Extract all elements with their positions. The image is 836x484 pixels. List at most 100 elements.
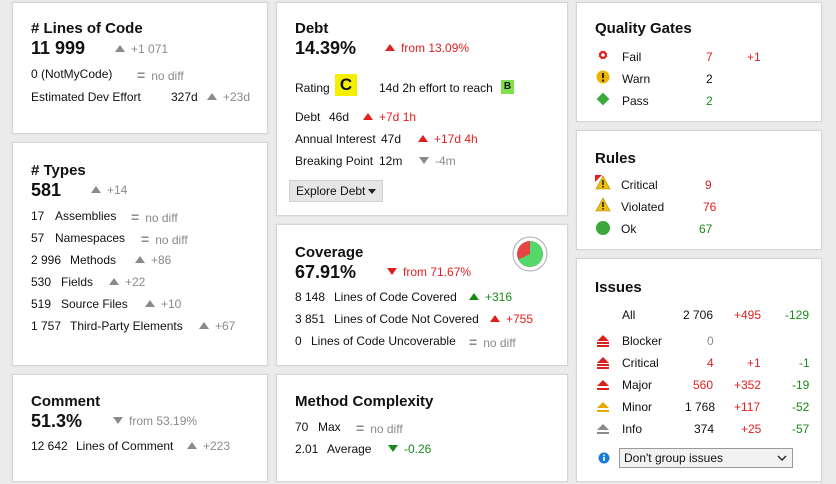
types-title: # Types (31, 162, 86, 179)
comment-lines-num: 12 642 (31, 439, 68, 453)
rules-row-label: Ok (621, 222, 637, 236)
types-row-label: Namespaces (55, 231, 126, 245)
quality-gate-count: 2 (706, 94, 713, 108)
complexity-card: Method Complexity 70 Max no diff 2.01 Av… (276, 374, 568, 482)
issues-row-count: 1 768 (685, 400, 716, 414)
debt-title: Debt (295, 20, 329, 37)
complexity-title: Method Complexity (295, 393, 434, 410)
issues-card: Issues All 2 706 +495 -129 Blocker 0 Cri… (576, 258, 822, 482)
issues-row-count: 374 (694, 422, 715, 436)
coverage-row-delta: +755 (490, 312, 533, 326)
rules-title: Rules (595, 150, 636, 167)
critical-warning-icon (595, 175, 611, 190)
explore-debt-label: Explore Debt (296, 184, 366, 198)
debt-debt-label: Debt (295, 110, 321, 124)
rules-row-label: Violated (621, 200, 665, 214)
coverage-row-label: Lines of Code Not Covered (334, 312, 479, 326)
fail-icon (596, 48, 610, 62)
explore-debt-button[interactable]: Explore Debt (289, 180, 383, 202)
quality-gates-card: Quality Gates Fail 7 +1 Warn 2 Pass 2 (576, 2, 822, 122)
coverage-value: 67.91% (295, 262, 357, 282)
loc-value: 11 999 (31, 38, 86, 58)
loc-notmycode-label: 0 (NotMyCode) (31, 67, 113, 81)
quality-gate-delta: +1 (747, 50, 761, 64)
complexity-max-num: 70 (295, 420, 309, 434)
complexity-max-delta: no diff (356, 420, 402, 436)
comment-lines-label: Lines of Comment (76, 439, 174, 453)
loc-delta: +1 071 (115, 42, 168, 56)
issues-row-label: Major (622, 378, 653, 392)
quality-gate-label: Warn (622, 72, 651, 86)
types-card: # Types 581 +14 17 Assemblies no diff 57… (12, 142, 268, 366)
debt-interest-value: 47d (381, 132, 402, 146)
issues-row-minus: -1 (799, 356, 810, 370)
debt-breaking-label: Breaking Point (295, 154, 374, 168)
debt-breaking-value: 12m (379, 154, 403, 168)
types-row-delta: +10 (145, 297, 181, 311)
types-row-label: Third-Party Elements (70, 319, 183, 333)
issues-row-count: 2 706 (683, 308, 714, 322)
loc-notmycode-delta: no diff (137, 67, 183, 83)
issues-row-label: Blocker (622, 334, 663, 348)
complexity-max-label: Max (318, 420, 341, 434)
issues-row-count: 4 (707, 356, 714, 370)
quality-gate-count: 7 (706, 50, 713, 64)
coverage-delta: from 71.67% (387, 265, 471, 279)
critical-icon (597, 357, 609, 369)
rules-row-label: Critical (621, 178, 658, 192)
loc-effort-value: 327d (171, 90, 198, 104)
debt-target-rating-badge: B (501, 80, 514, 94)
types-row-num: 1 757 (31, 319, 62, 333)
group-issues-select[interactable]: Don't group issues (619, 448, 793, 468)
types-row-label: Assemblies (55, 209, 117, 223)
types-value: 581 (31, 180, 62, 200)
quality-gate-count: 2 (706, 72, 713, 86)
types-row-num: 530 (31, 275, 52, 289)
caret-down-icon (368, 189, 376, 194)
issues-title: Issues (595, 279, 642, 296)
debt-debt-value: 46d (329, 110, 350, 124)
rules-row-count: 67 (699, 222, 713, 236)
loc-title: # Lines of Code (31, 20, 143, 37)
issues-row-label: All (622, 308, 636, 322)
debt-rating-badge: C (335, 74, 357, 96)
issues-row-minus: -57 (792, 422, 810, 436)
types-row-label: Methods (70, 253, 117, 267)
comment-delta: from 53.19% (113, 414, 197, 428)
comment-value: 51.3% (31, 411, 83, 431)
issues-row-label: Minor (622, 400, 653, 414)
rules-card: Rules Critical 9 Violated 76 Ok 67 (576, 130, 822, 250)
complexity-avg-num: 2.01 (295, 442, 319, 456)
coverage-row-label: Lines of Code Uncoverable (311, 334, 456, 348)
issues-row-count: 0 (707, 334, 714, 348)
types-delta: +14 (91, 183, 127, 197)
issues-row-label: Critical (622, 356, 659, 370)
comment-title: Comment (31, 393, 101, 410)
complexity-avg-label: Average (327, 442, 372, 456)
coverage-row-delta: +316 (469, 290, 512, 304)
debt-interest-delta: +17d 4h (418, 132, 478, 146)
coverage-row-num: 0 (295, 334, 302, 348)
debt-interest-label: Annual Interest (295, 132, 376, 146)
quality-gate-label: Fail (622, 50, 642, 64)
violated-warning-icon (595, 197, 611, 212)
issues-row-plus: +1 (747, 356, 761, 370)
rules-row-count: 76 (703, 200, 717, 214)
debt-effort-text: 14d 2h effort to reach (379, 81, 493, 95)
comment-card: Comment 51.3% from 53.19% 12 642 Lines o… (12, 374, 268, 482)
issues-row-plus: +495 (734, 308, 762, 322)
loc-card: # Lines of Code 11 999 +1 071 0 (NotMyCo… (12, 2, 268, 134)
rules-row-count: 9 (705, 178, 712, 192)
issues-row-plus: +117 (734, 400, 761, 414)
types-row-delta: no diff (141, 231, 187, 247)
issues-row-plus: +352 (734, 378, 762, 392)
types-row-delta: no diff (131, 209, 177, 225)
quality-gates-title: Quality Gates (595, 20, 692, 37)
types-row-label: Fields (61, 275, 94, 289)
debt-delta: from 13.09% (385, 41, 469, 55)
debt-debt-delta: +7d 1h (363, 110, 416, 124)
types-row-delta: +22 (109, 275, 145, 289)
group-issues-select-value: Don't group issues (624, 451, 724, 465)
issues-row-label: Info (622, 422, 643, 436)
coverage-row-num: 8 148 (295, 290, 326, 304)
